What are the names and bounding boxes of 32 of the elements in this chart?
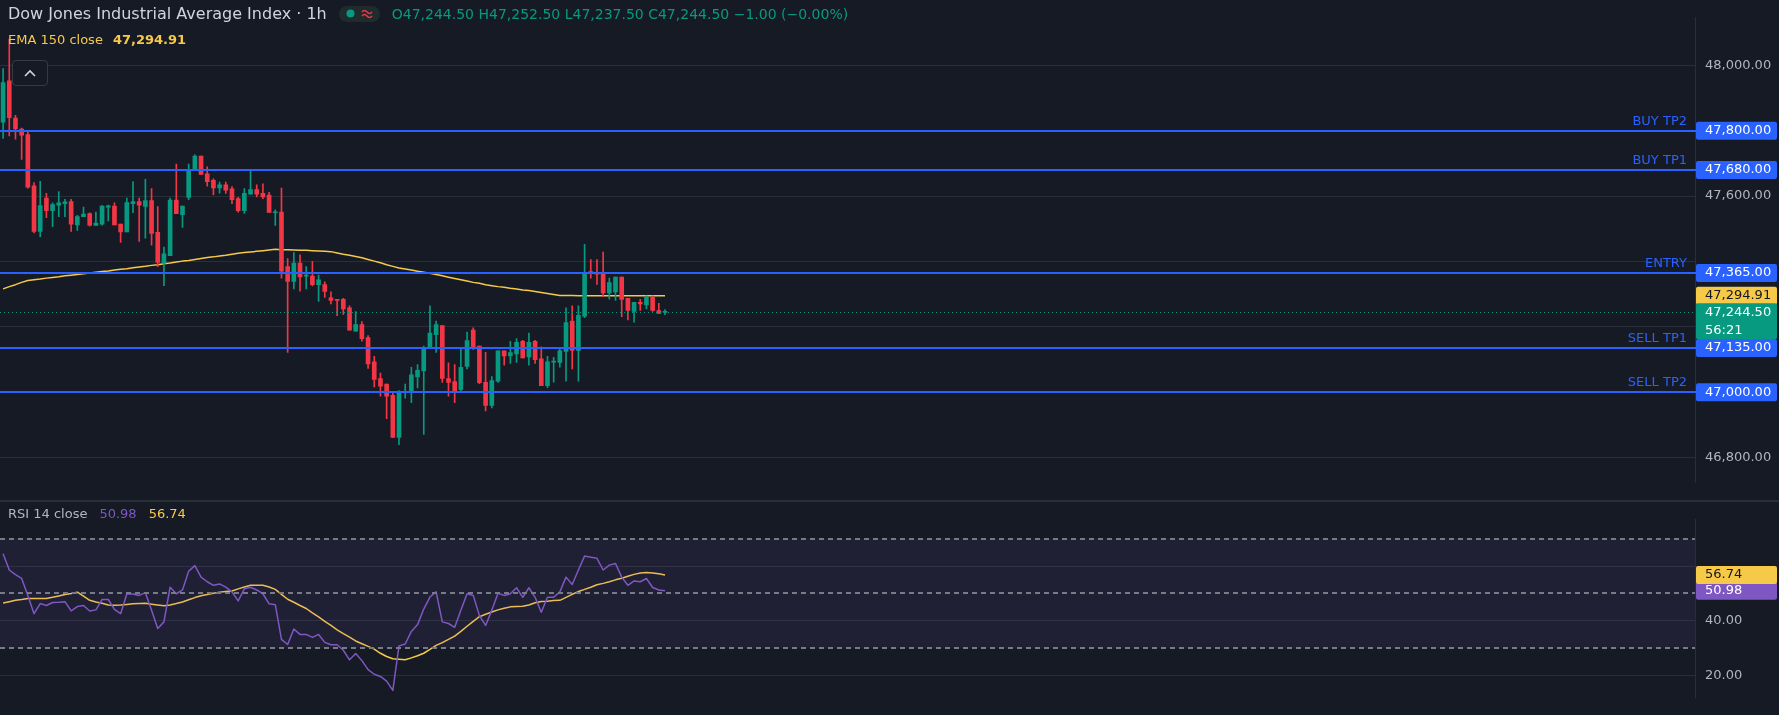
text: 47,000.00: [1705, 383, 1772, 399]
ref-line-label: SELL TP1: [1627, 329, 1687, 345]
text: 56:21: [1705, 321, 1743, 337]
y-tick-label: 47,294.91: [1705, 287, 1772, 303]
text: EMA 150 close: [8, 32, 103, 47]
annotation: 50.98: [99, 506, 137, 521]
text: 47,135.00: [1705, 339, 1772, 355]
y-tick-label: 48,000.00: [1705, 56, 1772, 72]
text: 47,365.00: [1705, 264, 1772, 280]
y-tick-label: 46,800.00: [1705, 449, 1772, 465]
text: 47,680.00: [1705, 161, 1772, 177]
candlestick: [130, 181, 136, 214]
ref-line-label: ENTRY: [1644, 254, 1688, 270]
candlestick: [272, 209, 278, 226]
y-tick-label: 50.98: [1705, 582, 1743, 598]
y-tick-label: 47,600.00: [1705, 187, 1772, 203]
candlestick: [637, 299, 643, 311]
ref-line-label: BUY TP1: [1632, 151, 1687, 167]
ref-line-label: SELL TP2: [1627, 374, 1687, 390]
candlestick: [334, 299, 340, 317]
y-tick-label: 56.74: [1705, 566, 1743, 582]
chart-subtitle: O47,244.50 H47,252.50 L47,237.50 C47,244.50 −1.00 (−0.00%): [391, 5, 849, 22]
annotation: 47,294.91: [112, 32, 187, 47]
ref-line-label: BUY TP2: [1632, 112, 1687, 128]
y-tick-label: 20.00: [1705, 666, 1743, 682]
y-tick-label: 40.00: [1705, 612, 1743, 628]
annotation: 56.74: [148, 506, 186, 521]
chart-title: RSI 14 close: [8, 506, 88, 521]
candlestick: [136, 197, 142, 242]
text: 47,244.50: [1705, 303, 1772, 319]
chart-title: Dow Jones Industrial Average Index · 1h: [8, 4, 327, 23]
text: 47,800.00: [1705, 122, 1772, 137]
